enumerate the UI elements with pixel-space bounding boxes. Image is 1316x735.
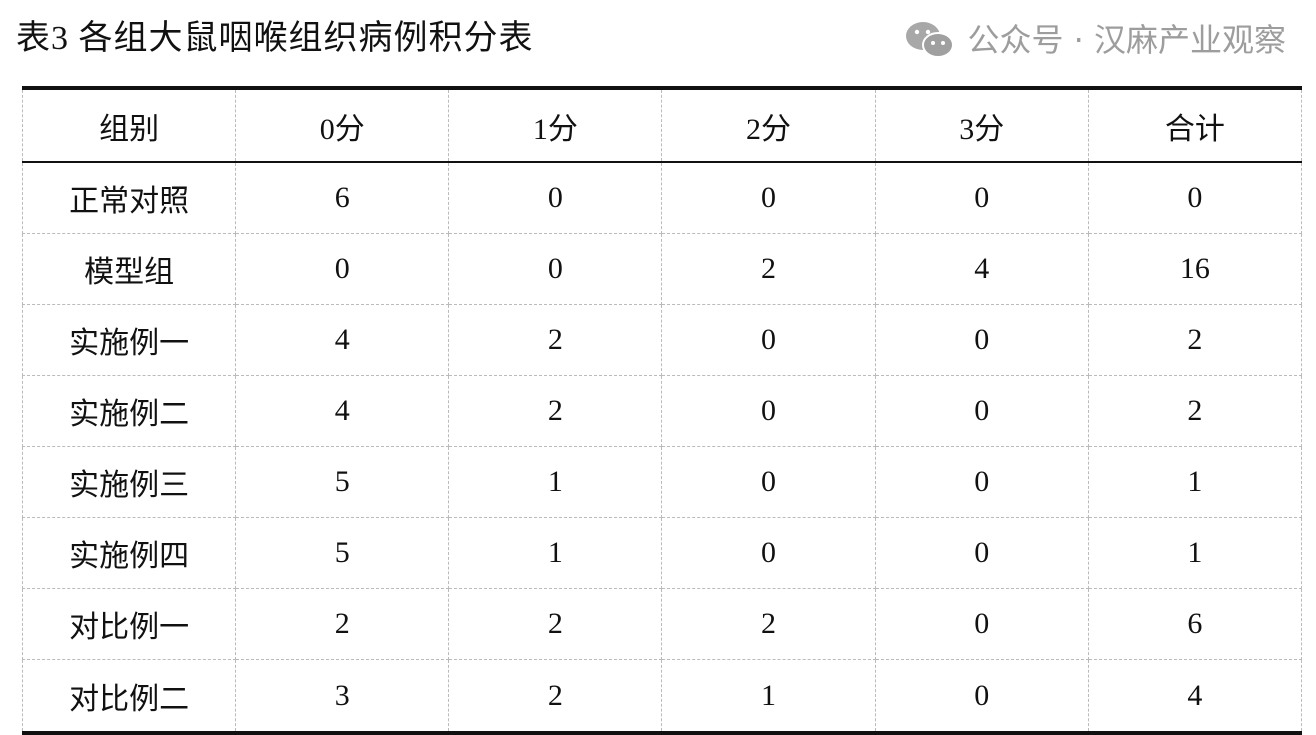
group-name-cell: 正常对照 — [21, 162, 237, 234]
table-row: 实施例三 5 1 0 0 1 — [21, 446, 1303, 518]
column-header: 0分 — [235, 86, 450, 163]
score-table: 组别 0分 1分 2分 3分 合计 正常对照 6 0 0 0 0 模型组 0 0 2 4 16 实施例一 4 2 0 0 2… — [21, 86, 1303, 735]
group-name-cell: 实施例三 — [21, 446, 237, 518]
group-name-cell: 实施例二 — [21, 375, 237, 447]
score-cell: 1 — [448, 517, 663, 589]
table-row: 实施例四 5 1 0 0 1 — [21, 517, 1303, 589]
table-row: 对比例二 3 2 1 0 4 — [21, 659, 1303, 735]
score-cell: 3 — [235, 659, 450, 735]
column-header: 合计 — [1087, 86, 1303, 163]
table-title: 表3 各组大鼠咽喉组织病例积分表 — [16, 20, 534, 57]
table-row: 对比例一 2 2 2 0 6 — [21, 588, 1303, 660]
table-row: 模型组 0 0 2 4 16 — [21, 233, 1303, 305]
score-cell: 1 — [1087, 446, 1303, 518]
score-cell: 6 — [235, 162, 450, 234]
score-cell: 0 — [448, 233, 663, 305]
score-cell: 0 — [661, 304, 876, 376]
wechat-icon — [906, 22, 955, 58]
score-cell: 1 — [1087, 517, 1303, 589]
score-cell: 2 — [448, 659, 663, 735]
score-cell: 4 — [235, 375, 450, 447]
group-name-cell: 实施例一 — [21, 304, 237, 376]
group-name-cell: 对比例二 — [21, 659, 237, 735]
score-cell: 5 — [235, 517, 450, 589]
score-cell: 16 — [1087, 233, 1303, 305]
score-cell: 2 — [235, 588, 450, 660]
score-cell: 2 — [661, 588, 876, 660]
score-cell: 2 — [448, 375, 663, 447]
score-cell: 0 — [874, 304, 1089, 376]
score-cell: 0 — [235, 233, 450, 305]
score-cell: 0 — [874, 446, 1089, 518]
score-cell: 2 — [1087, 375, 1303, 447]
score-cell: 0 — [661, 162, 876, 234]
column-header: 2分 — [661, 86, 876, 163]
score-cell: 6 — [1087, 588, 1303, 660]
group-name-cell: 实施例四 — [21, 517, 237, 589]
group-name-cell: 对比例一 — [21, 588, 237, 660]
score-cell: 2 — [448, 588, 663, 660]
score-cell: 1 — [448, 446, 663, 518]
score-cell: 0 — [874, 375, 1089, 447]
table-row: 实施例一 4 2 0 0 2 — [21, 304, 1303, 376]
score-cell: 0 — [874, 162, 1089, 234]
watermark: 公众号 · 汉麻产业观察 — [905, 18, 1286, 62]
column-header: 组别 — [21, 86, 237, 163]
score-cell: 0 — [874, 659, 1089, 735]
header-row: 组别 0分 1分 2分 3分 合计 — [21, 86, 1303, 163]
score-cell: 0 — [874, 588, 1089, 660]
score-cell: 0 — [661, 375, 876, 447]
column-header: 1分 — [448, 86, 663, 163]
score-cell: 0 — [661, 517, 876, 589]
score-cell: 0 — [874, 517, 1089, 589]
score-cell: 0 — [1087, 162, 1303, 234]
score-cell: 2 — [661, 233, 876, 305]
column-header: 3分 — [874, 86, 1089, 163]
score-cell: 0 — [448, 162, 663, 234]
score-cell: 4 — [874, 233, 1089, 305]
score-cell: 2 — [1087, 304, 1303, 376]
score-cell: 4 — [1087, 659, 1303, 735]
score-cell: 4 — [235, 304, 450, 376]
watermark-text: 公众号 · 汉麻产业观察 — [967, 21, 1286, 59]
score-cell: 0 — [661, 446, 876, 518]
score-cell: 2 — [448, 304, 663, 376]
group-name-cell: 模型组 — [21, 233, 237, 305]
score-cell: 5 — [235, 446, 450, 518]
table-row: 实施例二 4 2 0 0 2 — [21, 375, 1303, 447]
table-row: 正常对照 6 0 0 0 0 — [21, 162, 1303, 234]
score-cell: 1 — [661, 659, 876, 735]
